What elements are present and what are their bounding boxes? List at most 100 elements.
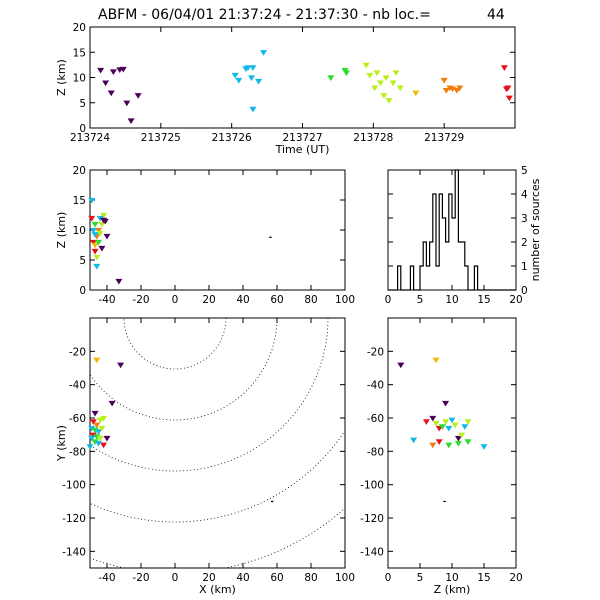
data-point xyxy=(385,98,393,104)
y-tick-label: -120 xyxy=(360,513,384,525)
x-tick-label: 60 xyxy=(270,572,283,584)
data-point xyxy=(98,425,106,432)
x-tick-label: 20 xyxy=(202,572,215,584)
plot-frame xyxy=(89,26,516,129)
x-tick-label: 5 xyxy=(417,572,424,584)
x-height-panel: -40 -20 0 20 40 60 80 100 0 5 10 15 20 Z (km) xyxy=(55,165,355,306)
y-tick-label: -20 xyxy=(367,346,384,358)
data-point xyxy=(244,65,252,71)
data-point xyxy=(98,221,106,228)
data-point xyxy=(503,86,510,93)
data-point xyxy=(505,95,513,102)
data-point xyxy=(269,236,272,238)
data-point xyxy=(97,67,105,74)
data-point xyxy=(96,435,104,442)
data-point xyxy=(89,239,97,246)
data-point xyxy=(435,425,443,432)
data-point xyxy=(382,75,390,82)
x-tick-label: 20 xyxy=(202,294,215,306)
data-point xyxy=(396,85,404,92)
data-point xyxy=(231,72,239,79)
data-point xyxy=(95,440,102,447)
right-axis-tick-label: 0 xyxy=(521,285,528,297)
x-tick-label: 213729 xyxy=(424,132,464,144)
data-point xyxy=(115,278,123,285)
y-tick-label: -100 xyxy=(62,480,86,492)
data-point xyxy=(102,80,110,87)
data-point xyxy=(422,419,430,425)
y-tick-label: -100 xyxy=(360,480,384,492)
x-tick-label: 100 xyxy=(335,294,355,306)
data-point xyxy=(93,357,101,364)
right-axis-tick-label: 1 xyxy=(521,261,528,273)
data-point xyxy=(442,88,450,94)
data-point xyxy=(366,72,374,79)
data-point xyxy=(442,419,450,425)
y-tick-label: 0 xyxy=(79,123,86,135)
plot-frame xyxy=(387,169,517,291)
data-point xyxy=(371,85,379,92)
y-tick-label: 5 xyxy=(79,255,86,267)
data-point xyxy=(464,419,472,425)
x-tick-label: 20 xyxy=(509,572,522,584)
y-tick-label: 0 xyxy=(79,285,86,297)
y-tick-label: -140 xyxy=(360,546,384,558)
data-point xyxy=(454,440,462,447)
data-point xyxy=(103,233,111,240)
data-point xyxy=(451,422,459,429)
right-axis-tick-label: 2 xyxy=(521,237,528,249)
x-tick-label: 80 xyxy=(304,572,317,584)
x-tick-label: 213724 xyxy=(70,132,110,144)
data-point xyxy=(100,415,108,422)
data-point xyxy=(454,435,462,442)
data-point xyxy=(100,217,108,224)
y-tick-label: 20 xyxy=(73,22,86,34)
y-tick-label: -40 xyxy=(367,380,384,392)
data-point xyxy=(432,420,440,427)
data-point xyxy=(95,239,102,246)
data-point xyxy=(86,444,94,450)
y-tick-label: -120 xyxy=(62,513,86,525)
data-point xyxy=(123,100,131,107)
data-point xyxy=(91,410,99,417)
data-point xyxy=(389,80,397,87)
x-tick-label: 100 xyxy=(335,572,355,584)
data-point xyxy=(89,419,97,425)
x-tick-label: 40 xyxy=(236,572,249,584)
data-point xyxy=(435,439,443,445)
data-point xyxy=(108,400,116,407)
data-point xyxy=(248,75,255,82)
y-tick-label: 10 xyxy=(73,73,86,85)
x-tick-label: 213727 xyxy=(282,132,322,144)
y-tick-label: -40 xyxy=(69,380,86,392)
y-axis-label: Z (km) xyxy=(55,212,68,249)
data-point xyxy=(119,66,127,73)
data-point xyxy=(500,65,508,71)
data-point xyxy=(88,215,96,222)
data-point xyxy=(93,422,101,429)
data-point xyxy=(456,85,464,92)
data-point xyxy=(249,106,257,113)
figure-header: ABFM - 06/04/01 21:37:24 - 21:37:30 - nb… xyxy=(98,7,505,23)
y-axis-label: Y (km) xyxy=(55,425,68,462)
data-point xyxy=(442,400,450,407)
data-point xyxy=(88,435,96,442)
data-point xyxy=(89,227,97,234)
y-tick-label: 15 xyxy=(73,47,86,59)
source-count: 44 xyxy=(487,7,505,23)
data-point xyxy=(464,439,472,445)
plot-frame xyxy=(89,169,346,291)
data-point xyxy=(362,62,370,69)
data-point xyxy=(270,500,274,503)
data-point xyxy=(412,90,420,97)
x-tick-label: 213726 xyxy=(212,132,252,144)
data-point xyxy=(445,425,453,432)
y-tick-label: -80 xyxy=(69,446,86,458)
y-tick-label: -140 xyxy=(62,546,86,558)
x-tick-label: -40 xyxy=(98,294,115,306)
data-point xyxy=(98,245,106,252)
data-point xyxy=(461,424,469,430)
histogram-steps xyxy=(388,169,516,291)
